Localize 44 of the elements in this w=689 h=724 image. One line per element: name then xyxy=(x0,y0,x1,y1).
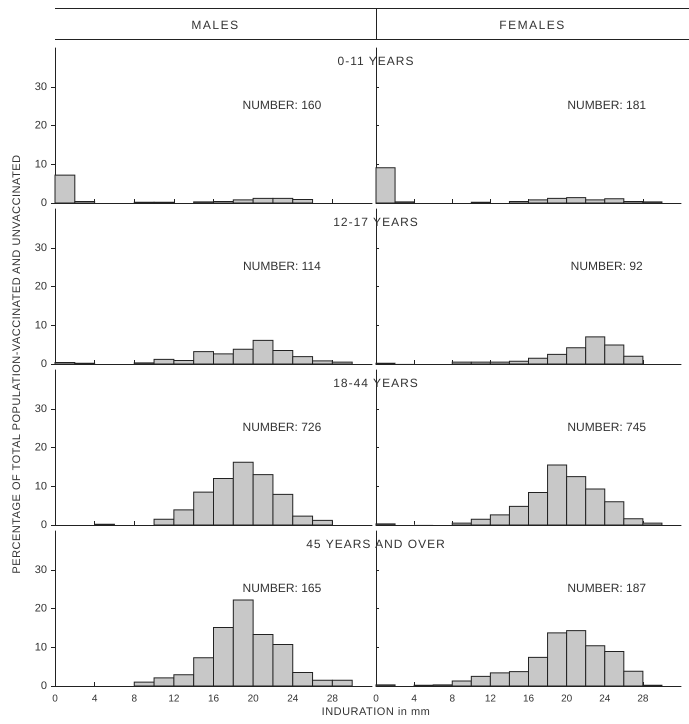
x-tick-label: 16 xyxy=(208,694,220,704)
x-tick-label: 24 xyxy=(287,694,299,704)
x-tick-label: 12 xyxy=(168,694,180,704)
y-tick-label: 10 xyxy=(34,158,47,170)
x-tick-label: 24 xyxy=(599,694,611,704)
y-tick-label: 30 xyxy=(34,80,47,93)
y-tick-label: 30 xyxy=(34,242,47,254)
y-tick-label: 0 xyxy=(40,358,47,370)
y-tick-label: 0 xyxy=(40,197,47,209)
y-tick-label: 20 xyxy=(34,602,47,614)
x-tick-label: 0 xyxy=(373,694,380,704)
x-axis-title: INDURATION in mm xyxy=(320,706,432,718)
x-tick-label: 16 xyxy=(522,694,534,704)
text: NUMBER: 160 xyxy=(242,98,322,112)
text: MALES xyxy=(190,18,241,32)
y-tick-label: 30 xyxy=(34,564,47,576)
text: NUMBER: 187 xyxy=(567,581,646,595)
text: NUMBER: 726 xyxy=(242,420,322,434)
x-tick-label: 4 xyxy=(92,694,98,704)
y-axis-title: PERCENTAGE OF TOTAL POPULATION-VACCINATED AND UNVACCINATED xyxy=(11,153,24,576)
text: NUMBER: 745 xyxy=(567,420,646,434)
y-tick-label: 20 xyxy=(34,280,47,292)
x-tick-label: 4 xyxy=(411,694,418,704)
y-tick-label: 10 xyxy=(34,641,47,654)
x-tick-label: 8 xyxy=(131,694,138,704)
text: NUMBER: 92 xyxy=(570,259,644,273)
y-tick-label: 0 xyxy=(40,519,47,531)
text: FEMALES xyxy=(498,18,567,32)
y-tick-label: 0 xyxy=(40,680,47,692)
y-tick-label: 20 xyxy=(34,120,47,132)
y-tick-label: 30 xyxy=(34,402,47,415)
text: NUMBER: 165 xyxy=(242,581,322,595)
x-tick-label: 8 xyxy=(449,694,456,704)
text: NUMBER: 114 xyxy=(242,259,322,273)
x-tick-label: 0 xyxy=(52,694,58,704)
y-tick-label: 10 xyxy=(34,319,47,332)
y-tick-label: 10 xyxy=(34,480,47,492)
x-tick-label: 20 xyxy=(561,694,573,704)
x-tick-label: 20 xyxy=(248,694,260,704)
x-tick-label: 12 xyxy=(484,694,496,704)
text: NUMBER: 181 xyxy=(567,98,646,112)
x-tick-label: 28 xyxy=(326,694,338,704)
x-tick-label: 28 xyxy=(637,694,649,704)
y-tick-label: 20 xyxy=(34,442,47,454)
